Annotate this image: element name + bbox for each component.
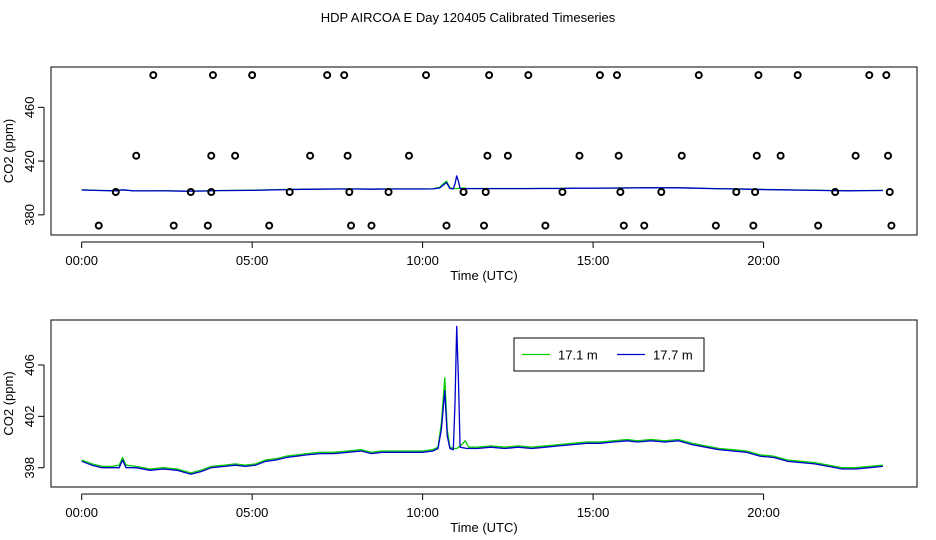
calibration-point [485, 71, 494, 80]
y-tick-label: 380 [22, 204, 37, 226]
calibration-point [265, 221, 274, 230]
y-tick-label: 420 [22, 150, 37, 172]
calibration-point [285, 187, 294, 196]
calibration-point [751, 187, 760, 196]
bottom-panel: 00:00 05:00 10:00 15:00 20:00 Time (UTC) 398 40… [1, 319, 918, 535]
calibration-point [343, 151, 352, 160]
calibration-point [793, 71, 802, 80]
calibration-point [345, 187, 354, 196]
calibration-point [776, 151, 785, 160]
calibration-point [422, 71, 431, 80]
calibration-point [483, 151, 492, 160]
calibration-point [207, 187, 216, 196]
calibration-point [814, 221, 823, 230]
calibration-point [367, 221, 376, 230]
series-line-17-7-m [81, 175, 883, 192]
calibration-point [306, 151, 315, 160]
calibration-point [503, 151, 512, 160]
calibration-point [459, 187, 468, 196]
calibration-point [640, 221, 649, 230]
x-tick-label: 05:00 [236, 253, 269, 268]
calibration-point [323, 71, 332, 80]
calibration-point [616, 187, 625, 196]
calibration-point [732, 187, 741, 196]
calibration-point [442, 221, 451, 230]
calibration-point [558, 187, 567, 196]
calibration-point [851, 151, 860, 160]
x-tick-label: 00:00 [65, 253, 98, 268]
calibration-point [541, 221, 550, 230]
calibration-point [865, 71, 874, 80]
calibration-point [882, 71, 891, 80]
calibration-point [384, 187, 393, 196]
plot-frame [50, 319, 918, 488]
calibration-point [575, 151, 584, 160]
calibration-point [186, 187, 195, 196]
calibration-point [612, 71, 621, 80]
series-line-17-7-m [81, 325, 883, 475]
calibration-point [111, 187, 120, 196]
x-tick-label: 10:00 [406, 505, 439, 520]
calibration-point [595, 71, 604, 80]
calibration-point [887, 221, 896, 230]
calibration-point [132, 151, 141, 160]
y-tick-label: 460 [22, 96, 37, 118]
calibration-point [480, 221, 488, 230]
calibration-point [404, 151, 413, 160]
calibration-point [694, 71, 703, 80]
calibration-point [207, 151, 216, 160]
calibration-point [340, 71, 349, 80]
x-tick-label: 05:00 [236, 505, 269, 520]
calibration-point [347, 221, 356, 230]
calibration-point [831, 187, 840, 196]
x-tick-label: 20:00 [747, 505, 780, 520]
y-axis-label: CO2 (ppm) [1, 371, 16, 435]
x-axis-label: Time (UTC) [450, 268, 517, 283]
calibration-point [94, 221, 103, 230]
y-axis-label: CO2 (ppm) [1, 119, 16, 183]
calibration-point [481, 187, 490, 196]
legend-label: 17.7 m [653, 348, 693, 363]
legend-label: 17.1 m [558, 348, 598, 363]
calibration-point [248, 71, 257, 80]
series-line-17-1-m [81, 377, 883, 474]
plot-frame [50, 66, 918, 236]
calibration-point [657, 187, 666, 196]
calibration-point [749, 221, 758, 230]
calibration-point [619, 221, 628, 230]
calibration-point [208, 71, 217, 80]
calibration-point [754, 71, 763, 80]
calibration-point [884, 151, 893, 160]
x-tick-label: 00:00 [65, 505, 98, 520]
calibration-point [524, 71, 533, 80]
calibration-point [203, 221, 212, 230]
calibration-point [231, 151, 240, 160]
x-tick-label: 10:00 [406, 253, 439, 268]
x-tick-label: 15:00 [577, 253, 610, 268]
calibration-point [149, 71, 158, 80]
y-tick-label: 402 [22, 405, 37, 427]
x-tick-label: 20:00 [747, 253, 780, 268]
x-tick-label: 15:00 [577, 505, 610, 520]
x-axis-label: Time (UTC) [450, 520, 517, 535]
calibration-point [169, 221, 178, 230]
y-tick-label: 406 [22, 354, 37, 376]
calibration-point [711, 221, 720, 230]
calibration-point [885, 187, 894, 196]
calibration-point [677, 151, 686, 160]
y-tick-label: 398 [22, 457, 37, 479]
calibration-point [752, 151, 761, 160]
figure-title: HDP AIRCOA E Day 120405 Calibrated Times… [321, 10, 616, 25]
top-panel: 00:00 05:00 10:00 15:00 20:00 Time (UTC) 380 42… [1, 66, 918, 283]
calibration-point [614, 151, 623, 160]
